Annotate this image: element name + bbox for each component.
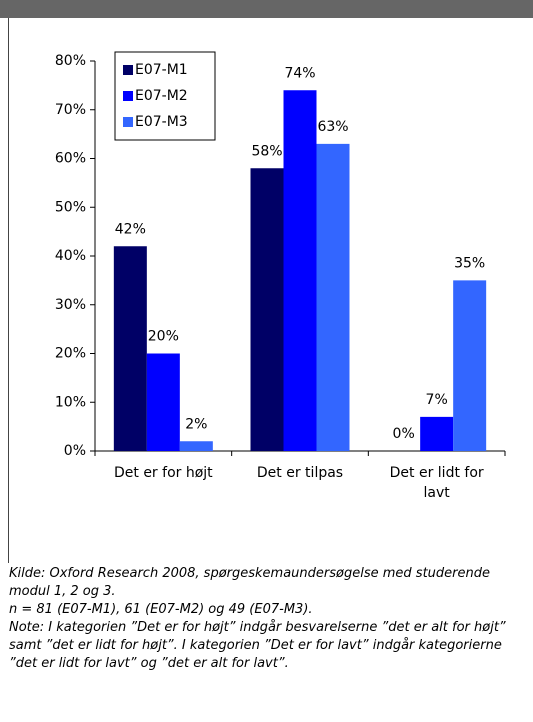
data-label: 74% bbox=[284, 65, 315, 81]
data-label: 2% bbox=[185, 416, 207, 432]
x-tick-label-box: Det er tilpas bbox=[256, 465, 344, 481]
data-label: 58% bbox=[251, 143, 282, 159]
y-tick-label: 40% bbox=[55, 248, 86, 264]
data-label: 7% bbox=[426, 392, 448, 408]
y-tick-label: 10% bbox=[55, 394, 86, 410]
data-label: 63% bbox=[317, 119, 348, 135]
bar bbox=[283, 90, 317, 451]
data-label: 20% bbox=[148, 329, 179, 345]
bar bbox=[113, 246, 147, 451]
data-label: 42% bbox=[115, 221, 146, 237]
y-tick-label: 80% bbox=[55, 53, 86, 69]
chart: 0% 10% 20% 30% 40% 50% 60% 70% 80% Det er for høj… bbox=[55, 51, 506, 501]
legend-swatch bbox=[123, 117, 133, 127]
x-tick-label: Det er for højt bbox=[113, 465, 213, 481]
data-label: 35% bbox=[454, 255, 485, 271]
y-tick-label: 70% bbox=[55, 102, 86, 118]
data-label: 0% bbox=[393, 426, 415, 442]
x-tick-label: Det er lidt for lavt bbox=[389, 465, 484, 501]
legend-label: E07-M1 bbox=[135, 62, 188, 78]
legend-swatch bbox=[123, 65, 133, 75]
header-bar bbox=[0, 0, 533, 18]
y-tick-label: 60% bbox=[55, 151, 86, 167]
legend-label: E07-M3 bbox=[135, 114, 188, 130]
x-tick-label-box: Det er for højt bbox=[113, 465, 213, 481]
note: Note: I kategorien ”Det er for højt” ind… bbox=[9, 620, 506, 671]
notes: Kilde: Oxford Research 2008, spørgeskema… bbox=[9, 565, 533, 722]
y-tick-label: 0% bbox=[64, 443, 86, 459]
bar bbox=[316, 143, 350, 451]
frame-line bbox=[8, 18, 9, 563]
legend-swatch bbox=[123, 91, 133, 101]
x-tick-label-box: Det er lidt for lavt bbox=[389, 465, 484, 501]
y-tick-label: 30% bbox=[55, 297, 86, 313]
legend-label: E07-M2 bbox=[135, 88, 188, 104]
y-tick-label: 20% bbox=[55, 346, 86, 362]
bar bbox=[250, 168, 284, 451]
note: Kilde: Oxford Research 2008, spørgeskema… bbox=[9, 566, 490, 599]
bar bbox=[179, 441, 213, 451]
note: n = 81 (E07-M1), 61 (E07-M2) og 49 (E07-… bbox=[9, 602, 313, 617]
bar bbox=[453, 280, 487, 451]
x-tick-label: Det er tilpas bbox=[256, 465, 344, 481]
bar bbox=[420, 416, 454, 451]
y-tick-label: 50% bbox=[55, 199, 86, 215]
bar bbox=[146, 353, 180, 451]
